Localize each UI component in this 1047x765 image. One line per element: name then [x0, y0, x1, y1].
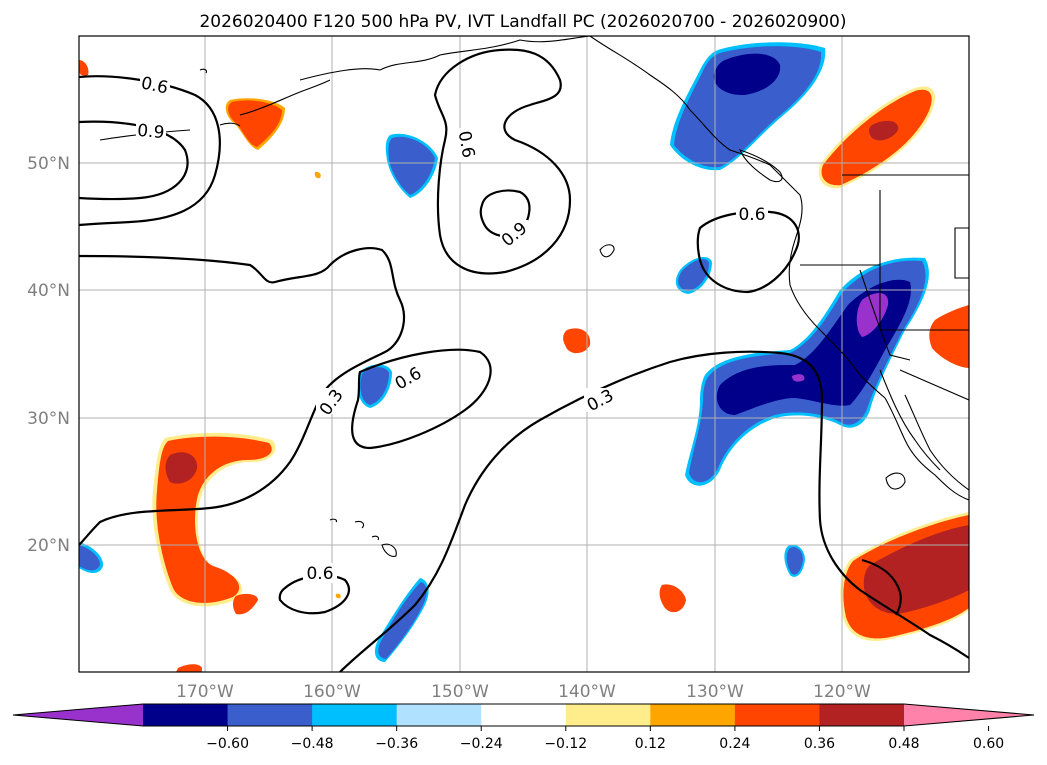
colorbar-segment [143, 704, 229, 726]
colorbar-tick-label: −0.24 [460, 736, 503, 752]
colorbar-segment [565, 704, 651, 726]
colorbar-segment [312, 704, 398, 726]
latitude-labels: 50°N 40°N 30°N 20°N [27, 154, 70, 556]
positive-shading [79, 60, 969, 672]
colorbar-tick-label: −0.60 [206, 736, 249, 752]
colorbar-tick-label: 0.12 [635, 736, 666, 752]
lat-label: 40°N [27, 281, 70, 301]
colorbar: −0.60 −0.48 −0.36 −0.24 −0.12 0.12 0.24 0.36 0.4… [12, 703, 1035, 752]
map-area: 0.6 0.9 0.6 0.9 0.6 0.3 0.6 0.3 0.6 [79, 36, 969, 672]
colorbar-outline [12, 703, 1035, 727]
map-title: 2026020400 F120 500 hPa PV, IVT Landfall… [199, 12, 846, 32]
colorbar-extend-low [13, 704, 143, 726]
lat-label: 20°N [27, 536, 70, 556]
colorbar-tick-label: −0.36 [375, 736, 418, 752]
map-border [78, 35, 970, 673]
colorbar-segment [396, 704, 482, 726]
colorbar-tick-label: −0.12 [544, 736, 587, 752]
colorbar-segment [650, 704, 736, 726]
pv-contours [79, 48, 969, 672]
colorbar-segment [481, 704, 567, 726]
lon-label: 160°W [303, 682, 361, 702]
colorbar-segment [227, 704, 313, 726]
graticule [79, 36, 969, 672]
lon-label: 140°W [558, 682, 616, 702]
lat-label: 50°N [27, 154, 70, 174]
coastlines [99, 36, 969, 557]
contour-label: 0.6 [738, 205, 765, 225]
lon-label: 150°W [431, 682, 489, 702]
colorbar-segment [734, 704, 820, 726]
contour-label-group: 0.6 0.9 0.6 0.9 0.6 0.3 0.6 0.3 0.6 [136, 73, 768, 584]
colorbar-tick-label: 0.48 [888, 736, 919, 752]
colorbar-tick-label: 0.60 [973, 736, 1004, 752]
lon-label: 130°W [686, 682, 744, 702]
colorbar-segment [819, 704, 905, 726]
lon-label: 120°W [813, 682, 871, 702]
longitude-labels: 170°W 160°W 150°W 140°W 130°W 120°W [176, 682, 871, 702]
lat-label: 30°N [27, 409, 70, 429]
colorbar-tick-label: 0.24 [719, 736, 750, 752]
contour-label: 0.9 [136, 121, 165, 143]
colorbar-extend-high [904, 704, 1034, 726]
colorbar-tick-label: −0.48 [291, 736, 334, 752]
contour-label: 0.6 [454, 129, 478, 159]
colorbar-tick-label: 0.36 [804, 736, 835, 752]
lon-label: 170°W [176, 682, 234, 702]
contour-label: 0.6 [306, 564, 333, 584]
